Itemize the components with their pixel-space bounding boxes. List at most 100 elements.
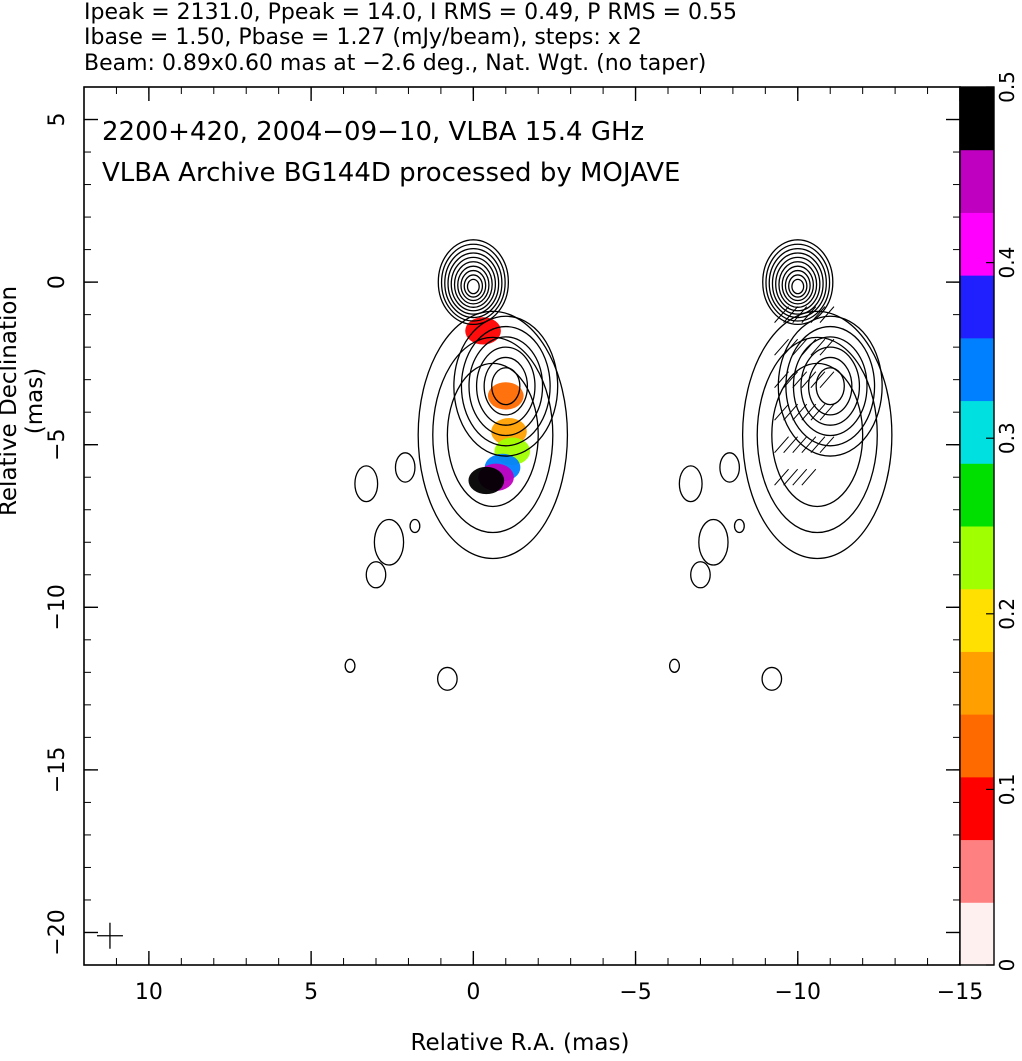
colorbar-tick-label-2: 0.2	[995, 598, 1019, 630]
evpa-tick-5	[819, 306, 835, 323]
right-contour-blob-0	[719, 452, 741, 483]
x-tick-label-0: 10	[135, 980, 163, 1005]
evpa-tick-22	[810, 403, 826, 421]
y-tick-label-5: −20	[45, 909, 70, 955]
left-contour-core-5	[453, 261, 493, 308]
evpa-tick-30	[774, 468, 789, 486]
left-contour-envelope-0	[417, 310, 569, 560]
x-tick-label-4: −10	[775, 980, 821, 1005]
evpa-tick-13	[783, 371, 799, 388]
colorbar-band-0	[960, 902, 994, 966]
left-contour-core-8	[463, 274, 484, 298]
evpa-tick-4	[810, 306, 826, 323]
colorbar-band-5	[960, 588, 994, 652]
colorbar-tick-label-1: 0.1	[995, 773, 1019, 805]
evpa-tick-12	[774, 371, 789, 388]
left-contour-core-3	[447, 252, 500, 315]
evpa-tick-7	[783, 338, 799, 356]
x-tick-label-1: 5	[304, 980, 318, 1005]
colorbar-tick-label-3: 0.3	[995, 422, 1019, 454]
left-contour-envelope-2	[446, 362, 539, 508]
colorbar-tick-label-4: 0.4	[995, 247, 1019, 279]
right-contour-envelope-0	[741, 310, 893, 560]
header-line-3: Beam: 0.89x0.60 mas at −2.6 deg., Nat. W…	[84, 51, 707, 76]
evpa-tick-23	[819, 403, 835, 421]
evpa-tick-32	[792, 468, 808, 486]
evpa-tick-24	[774, 436, 789, 454]
y-tick-label-0: 5	[45, 113, 70, 127]
evpa-tick-33	[801, 468, 817, 486]
fpol-region-6	[468, 466, 505, 495]
colorbar-band-9	[960, 337, 994, 402]
evpa-tick-14	[792, 371, 808, 388]
evpa-tick-6	[774, 338, 789, 356]
right-contour-jet-0	[777, 315, 883, 457]
right-contour-jet-3	[800, 346, 861, 426]
left-contour-core-1	[440, 243, 506, 322]
right-contour-core-9	[791, 278, 805, 295]
colorbar-band-11	[960, 212, 994, 276]
x-axis-label: Relative R.A. (mas)	[410, 1030, 630, 1056]
evpa-tick-27	[801, 436, 817, 454]
evpa-tick-19	[783, 403, 799, 421]
y-tick-label-1: 0	[45, 275, 70, 289]
evpa-tick-17	[819, 371, 835, 388]
evpa-tick-8	[792, 338, 808, 356]
colorbar-band-2	[960, 776, 994, 841]
colorbar-frame	[959, 86, 995, 966]
evpa-tick-31	[783, 468, 799, 486]
evpa-tick-2	[792, 306, 808, 323]
fpol-region-1	[487, 382, 524, 410]
right-contour-core-0	[762, 239, 834, 326]
evpa-tick-0	[774, 306, 789, 323]
x-tick-label-5: −15	[937, 980, 983, 1005]
colorbar-band-4	[960, 651, 994, 715]
left-contour-jet-1	[460, 325, 551, 447]
chart-title-line-1: 2200+420, 2004−09−10, VLBA 15.4 GHz	[102, 117, 645, 147]
colorbar-band-1	[960, 839, 994, 903]
right-contour-jet-5	[815, 367, 845, 406]
colorbar-band-10	[960, 275, 994, 339]
evpa-tick-26	[792, 436, 808, 454]
y-tick-label-3: −10	[45, 584, 70, 630]
left-contour-blob-1	[354, 465, 379, 503]
left-contour-jet-4	[483, 356, 529, 416]
left-contour-blob-3	[365, 561, 387, 589]
colorbar-band-6	[960, 526, 994, 590]
left-contour-core-4	[450, 256, 497, 312]
chart-title-line-2: VLBA Archive BG144D processed by MOJAVE	[102, 158, 681, 188]
plot-frame	[83, 86, 961, 966]
y-tick-label-2: −5	[45, 428, 70, 460]
left-contour-blob-0	[394, 452, 416, 483]
right-contour-core-6	[781, 265, 815, 305]
left-contour-jet-5	[491, 367, 521, 406]
left-contour-core-9	[466, 278, 480, 295]
left-contour-core-2	[444, 247, 503, 319]
evpa-tick-20	[792, 403, 808, 421]
right-contour-envelope-2	[771, 362, 864, 508]
left-contour-core-6	[457, 265, 490, 305]
right-contour-jet-1	[785, 325, 876, 447]
colorbar-band-8	[960, 400, 994, 464]
left-contour-core-0	[437, 239, 510, 326]
left-contour-blob-4	[409, 518, 421, 534]
left-contour-blob-6	[344, 658, 356, 673]
left-contour-jet-0	[453, 315, 559, 457]
x-tick-label-2: 0	[466, 980, 480, 1005]
evpa-tick-16	[810, 371, 826, 388]
x-tick-label-3: −5	[619, 980, 651, 1005]
evpa-tick-1	[783, 306, 799, 323]
colorbar-tick-label-5: 0.5	[995, 71, 1019, 103]
colorbar-band-12	[960, 149, 994, 213]
evpa-tick-28	[810, 436, 826, 454]
right-contour-blob-2	[698, 518, 729, 566]
right-contour-core-1	[765, 243, 831, 322]
evpa-tick-11	[819, 338, 835, 356]
right-contour-envelope-1	[756, 336, 878, 534]
right-contour-blob-3	[690, 561, 711, 589]
colorbar-band-3	[960, 714, 994, 778]
left-contour-jet-3	[475, 346, 536, 426]
right-contour-blob-5	[761, 666, 783, 691]
colorbar-band-13	[960, 87, 994, 151]
